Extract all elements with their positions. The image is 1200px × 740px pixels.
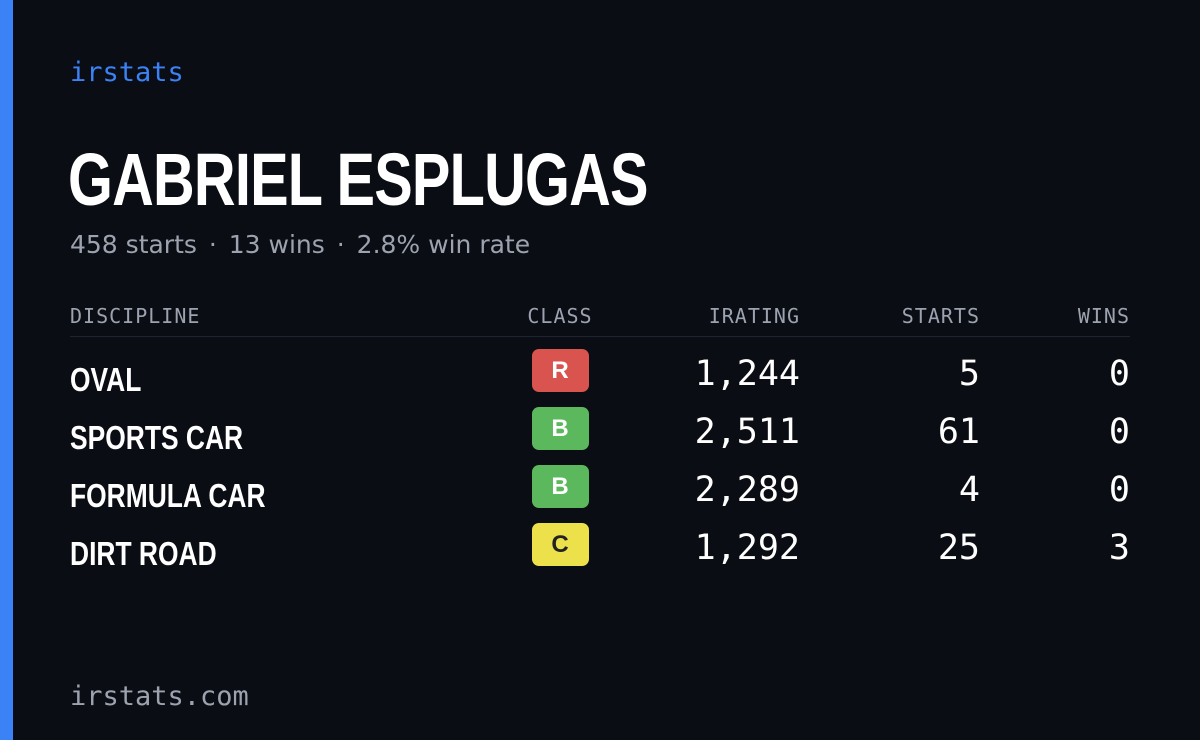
wins-summary: 13 wins xyxy=(228,230,325,259)
driver-name: GABRIEL ESPLUGAS xyxy=(68,138,649,221)
starts-value: 5 xyxy=(958,354,980,394)
wins-value: 0 xyxy=(1108,354,1130,394)
separator-dot: · xyxy=(336,230,345,259)
wins-value: 3 xyxy=(1108,528,1130,568)
separator-dot: · xyxy=(208,230,217,259)
driver-summary: 458 starts · 13 wins · 2.8% win rate xyxy=(70,228,530,262)
wins-value: 0 xyxy=(1108,412,1130,452)
table-header-row: DISCIPLINE CLASS IRATING STARTS WINS xyxy=(70,296,1130,337)
table-row: DIRT ROAD C 1,292 25 3 xyxy=(70,519,1130,577)
starts-value: 25 xyxy=(937,528,980,568)
class-badge: B xyxy=(531,464,589,508)
header-starts: STARTS xyxy=(800,296,980,337)
table-row: OVAL R 1,244 5 0 xyxy=(70,337,1130,404)
table-row: FORMULA CAR B 2,289 4 0 xyxy=(70,461,1130,519)
header-class: CLASS xyxy=(470,296,650,337)
starts-summary: 458 starts xyxy=(70,230,197,259)
irating-value: 1,244 xyxy=(694,354,800,394)
class-badge: B xyxy=(531,406,589,450)
irating-value: 1,292 xyxy=(694,528,800,568)
header-wins: WINS xyxy=(980,296,1130,337)
win-rate-summary: 2.8% win rate xyxy=(356,230,531,259)
footer-url: irstats.com xyxy=(70,681,249,712)
discipline-name: OVAL xyxy=(70,361,142,398)
discipline-name: DIRT ROAD xyxy=(70,535,217,572)
accent-bar xyxy=(0,0,13,740)
header-irating: IRATING xyxy=(650,296,800,337)
class-badge: C xyxy=(531,522,589,566)
license-stats-table: DISCIPLINE CLASS IRATING STARTS WINS OVA… xyxy=(70,296,1130,577)
starts-value: 4 xyxy=(958,470,980,510)
starts-value: 61 xyxy=(937,412,980,452)
discipline-name: FORMULA CAR xyxy=(70,477,266,514)
irating-value: 2,289 xyxy=(694,470,800,510)
wins-value: 0 xyxy=(1108,470,1130,510)
irating-value: 2,511 xyxy=(694,412,800,452)
header-discipline: DISCIPLINE xyxy=(70,296,470,337)
class-badge: R xyxy=(531,348,589,392)
table-row: SPORTS CAR B 2,511 61 0 xyxy=(70,403,1130,461)
brand-logo: irstats xyxy=(70,57,184,88)
discipline-name: SPORTS CAR xyxy=(70,419,244,456)
